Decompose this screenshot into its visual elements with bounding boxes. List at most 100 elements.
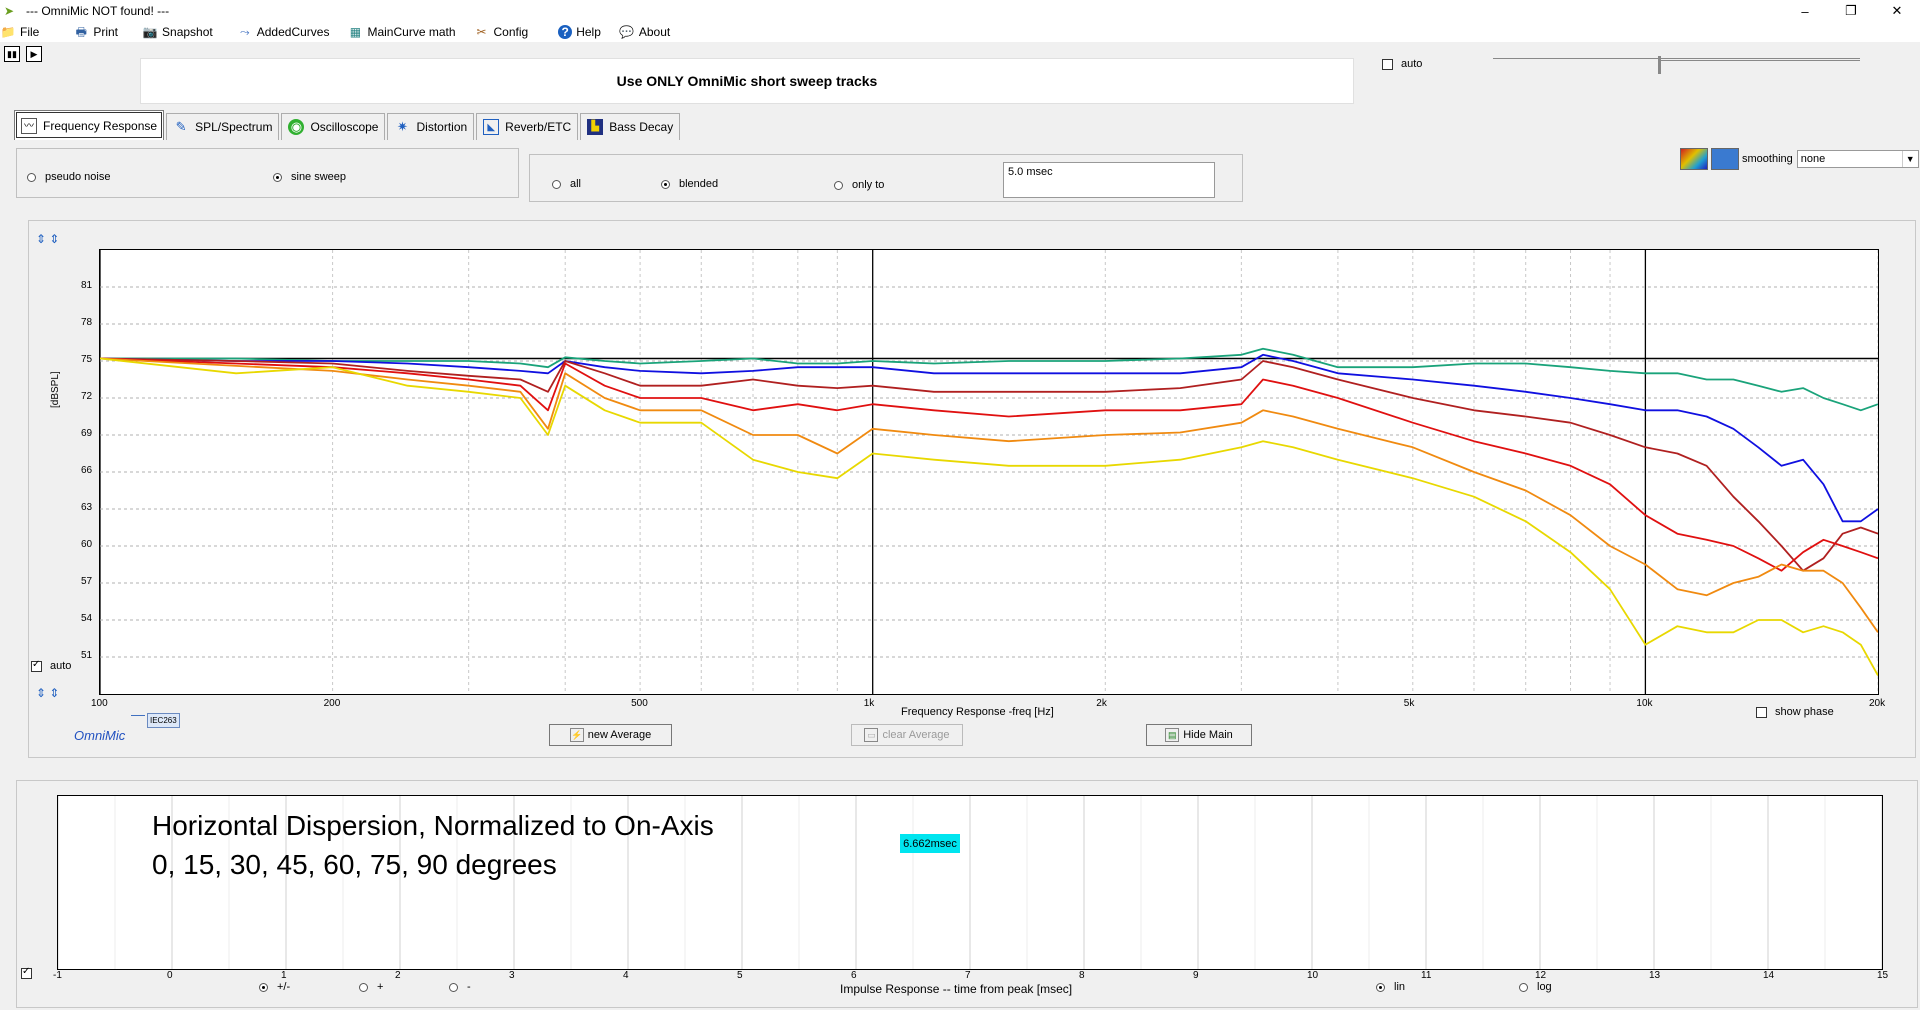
menu-bar: 📁 File 🖶 Print 📷 Snapshot ⤳ AddedCurves … — [0, 22, 1920, 42]
show-phase-label: show phase — [1775, 706, 1834, 718]
tab-frequency-response[interactable]: 〰 Frequency Response — [14, 110, 165, 140]
menu-about[interactable]: 💬 About — [619, 25, 670, 39]
close-button[interactable]: ✕ — [1891, 3, 1903, 18]
menu-help[interactable]: ? Help — [558, 25, 601, 39]
radio-sine-sweep-label: sine sweep — [291, 171, 347, 183]
tab-distortion-label: Distortion — [416, 120, 468, 134]
radio-polarity-plus-dot[interactable] — [359, 982, 368, 992]
menu-snapshot[interactable]: 📷 Snapshot — [142, 25, 213, 39]
chevron-down-icon[interactable]: ▼ — [1901, 151, 1918, 167]
menu-print[interactable]: 🖶 Print — [73, 25, 118, 39]
maximize-button[interactable]: ❐ — [1845, 3, 1857, 18]
radio-polarity-minus[interactable]: - — [449, 981, 471, 993]
radio-polarity-plus[interactable]: + — [359, 981, 383, 993]
omnimic-logo: OmniMic — [74, 728, 126, 743]
smoothing-select[interactable]: none ▼ — [1796, 150, 1919, 168]
radio-polarity-both-dot[interactable] — [259, 982, 268, 992]
smoothing-icon[interactable] — [1711, 148, 1739, 170]
radio-polarity-minus-label: - — [467, 981, 471, 993]
minimize-button[interactable]: – — [1801, 3, 1809, 19]
x-tick-label: 20k — [1869, 698, 1886, 709]
chart-subtitle: 0, 15, 30, 45, 60, 75, 90 degrees — [152, 849, 557, 880]
plot-auto-checkbox[interactable] — [31, 659, 42, 672]
clear-average-label: clear Average — [882, 729, 950, 741]
radio-only-to-label: only to — [852, 179, 885, 191]
show-phase-checkbox[interactable] — [1756, 706, 1767, 718]
radio-pseudo-noise-label: pseudo noise — [45, 171, 111, 183]
window-msec-input[interactable]: 5.0 msec — [1003, 162, 1215, 198]
slider-handle[interactable] — [1658, 56, 1661, 74]
x-tick-label: 2k — [1096, 698, 1107, 709]
radio-scale-log-dot[interactable] — [1519, 982, 1528, 992]
menu-about-label: About — [638, 25, 671, 39]
clear-average-icon: ▭ — [864, 728, 879, 742]
y-tick-label: 78 — [81, 317, 93, 328]
radio-polarity-both[interactable]: +/- — [259, 981, 290, 993]
zoom-arrows-top-icon[interactable]: ⇕ ⇕ — [36, 232, 60, 246]
impulse-tick-label: 8 — [1079, 970, 1085, 981]
menu-maincurve-math[interactable]: ▦ MainCurve math — [347, 25, 456, 39]
pause-button[interactable]: ▮▮ — [4, 46, 20, 62]
show-phase-toggle[interactable]: show phase — [1756, 706, 1834, 718]
radio-sine-sweep-dot[interactable] — [273, 172, 282, 182]
tab-bass-decay[interactable]: ▙ Bass Decay — [580, 113, 681, 140]
tab-spl-spectrum[interactable]: ✎ SPL/Spectrum — [166, 113, 280, 140]
radio-scale-log[interactable]: log — [1519, 981, 1552, 993]
menu-addedcurves-label: AddedCurves — [256, 25, 330, 39]
impulse-tick-label: 7 — [965, 970, 971, 981]
radio-only-to[interactable]: only to — [834, 179, 884, 191]
radio-sine-sweep[interactable]: sine sweep — [273, 171, 346, 183]
tab-oscilloscope[interactable]: ◉ Oscilloscope — [281, 113, 386, 140]
radio-scale-lin-dot[interactable] — [1376, 982, 1385, 992]
tab-distortion[interactable]: ✷ Distortion — [387, 113, 475, 140]
radio-blended-dot[interactable] — [661, 179, 670, 189]
menu-config-label: Config — [493, 25, 529, 39]
impulse-tick-label: 10 — [1307, 970, 1319, 981]
impulse-auto-toggle[interactable] — [21, 966, 40, 979]
impulse-x-label: Impulse Response -- time from peak [msec… — [840, 982, 1073, 996]
top-auto-label: auto — [1401, 58, 1423, 70]
y-tick-label: 72 — [81, 391, 93, 402]
menu-file[interactable]: 📁 File — [0, 25, 40, 39]
menu-config[interactable]: ✂ Config — [474, 25, 529, 39]
series-line-1 — [100, 347, 1879, 412]
legend-tag: IEC263 — [147, 713, 180, 728]
play-button[interactable]: ▶ — [26, 46, 42, 62]
radio-all-dot[interactable] — [552, 179, 561, 189]
radio-pseudo-noise[interactable]: pseudo noise — [27, 171, 110, 183]
top-auto-toggle[interactable]: auto — [1382, 58, 1422, 70]
curves-icon: ⤳ — [239, 25, 250, 39]
slider-track-right[interactable] — [1660, 60, 1860, 61]
radio-polarity-minus-dot[interactable] — [449, 982, 458, 992]
impulse-tick-label: 1 — [281, 970, 287, 981]
y-tick-label: 63 — [81, 502, 93, 513]
radio-only-to-dot[interactable] — [834, 180, 843, 190]
x-axis-label: Frequency Response -freq [Hz] — [901, 706, 1054, 718]
radio-scale-lin[interactable]: lin — [1376, 981, 1405, 993]
impulse-tick-label: 13 — [1649, 970, 1661, 981]
top-auto-checkbox[interactable] — [1382, 58, 1393, 70]
plot-auto-toggle[interactable]: auto — [31, 659, 71, 672]
color-palette-icon[interactable] — [1680, 148, 1708, 170]
menu-help-label: Help — [576, 25, 601, 39]
x-tick-label: 200 — [323, 698, 341, 709]
frequency-plot — [99, 249, 1879, 695]
tab-reverb-etc[interactable]: ◣ Reverb/ETC — [476, 113, 579, 140]
radio-blended[interactable]: blended — [661, 178, 718, 190]
signal-type-group — [16, 148, 519, 198]
hide-main-icon: ▤ — [1165, 728, 1180, 742]
slider-track-left[interactable] — [1493, 58, 1860, 59]
radio-all[interactable]: all — [552, 178, 581, 190]
radio-pseudo-noise-dot[interactable] — [27, 172, 36, 182]
menu-addedcurves[interactable]: ⤳ AddedCurves — [237, 25, 330, 39]
clear-average-button[interactable]: ▭ clear Average — [851, 724, 963, 746]
impulse-auto-checkbox[interactable] — [21, 966, 32, 979]
zoom-arrows-bottom-icon[interactable]: ⇕ ⇕ — [36, 686, 60, 700]
y-tick-label: 60 — [81, 539, 93, 550]
radio-blended-label: blended — [679, 178, 719, 190]
series-line-5 — [99, 357, 1879, 633]
new-average-button[interactable]: ⚡ new Average — [549, 724, 672, 746]
hide-main-button[interactable]: ▤ Hide Main — [1146, 724, 1252, 746]
series-line-6 — [99, 357, 1879, 676]
radio-polarity-plus-label: + — [377, 981, 384, 993]
